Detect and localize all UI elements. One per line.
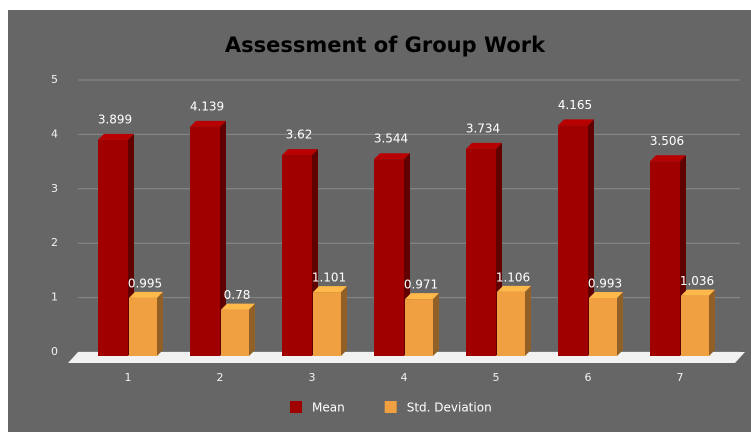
bar-front [221, 309, 249, 356]
bar [497, 285, 531, 356]
bar [190, 120, 226, 356]
bar-side [617, 291, 623, 356]
bar-front [190, 126, 220, 356]
bar-side [525, 285, 531, 356]
bar-side [709, 289, 715, 356]
bar-top [98, 133, 134, 140]
data-label: 1.101 [312, 271, 346, 285]
bar-top [650, 155, 686, 162]
bar-front [681, 295, 709, 356]
bar-top [221, 303, 255, 310]
bar [466, 142, 502, 356]
data-label: 3.62 [286, 128, 313, 142]
bar-front [589, 297, 617, 356]
bar-top [313, 286, 347, 293]
bar-top [190, 120, 226, 127]
data-label: 0.971 [404, 278, 438, 292]
bar [405, 293, 439, 356]
data-label: 0.78 [224, 288, 251, 302]
y-tick-label: 4 [51, 127, 58, 140]
bar-side [341, 286, 347, 356]
bar-front [129, 297, 157, 356]
bar-front [558, 125, 588, 356]
data-label: 3.544 [374, 132, 408, 146]
bar-top [129, 291, 163, 298]
bar-front [497, 291, 525, 356]
bar-side [433, 293, 439, 356]
bar [681, 289, 715, 356]
bar-top [405, 293, 439, 300]
bar-top [497, 285, 531, 292]
data-label: 4.139 [190, 99, 224, 113]
x-tick-label: 4 [401, 371, 408, 384]
bar-top [589, 291, 623, 298]
data-label: 3.899 [98, 112, 132, 126]
x-tick-label: 6 [585, 371, 592, 384]
bar-top [558, 119, 594, 126]
x-tick-label: 3 [309, 371, 316, 384]
x-tick-label: 1 [125, 371, 132, 384]
bar-front [374, 159, 404, 356]
bar-front [466, 148, 496, 356]
chart-title: Assessment of Group Work [225, 33, 546, 57]
x-tick-label: 7 [677, 371, 684, 384]
y-tick-label: 2 [51, 236, 58, 249]
legend-swatch [290, 401, 302, 413]
y-tick-label: 1 [51, 291, 58, 304]
bar-front [313, 292, 341, 356]
data-label: 4.165 [558, 98, 592, 112]
x-tick-label: 2 [217, 371, 224, 384]
y-tick-label: 5 [51, 73, 58, 86]
bar-top [681, 289, 715, 296]
legend-swatch [384, 401, 397, 413]
data-label: 1.036 [680, 274, 714, 288]
y-tick-label: 3 [51, 182, 58, 195]
data-label: 3.734 [466, 121, 500, 135]
bar-front [650, 161, 680, 356]
bar [129, 291, 163, 356]
data-label: 3.506 [650, 134, 684, 148]
data-label: 0.993 [588, 276, 622, 290]
data-label: 1.106 [496, 270, 530, 284]
legend-label: Mean [312, 401, 345, 415]
bar [221, 303, 255, 356]
bar [313, 286, 347, 356]
data-label: 0.995 [128, 276, 162, 290]
y-tick-label: 0 [51, 345, 58, 358]
bar-front [405, 299, 433, 356]
x-tick-label: 5 [493, 371, 500, 384]
bar-side [249, 303, 255, 356]
bar-front [282, 155, 312, 356]
bar-side [220, 120, 226, 356]
bar [374, 153, 410, 356]
bar [589, 291, 623, 356]
bar-top [374, 153, 410, 160]
bar-front [98, 139, 128, 356]
legend-label: Std. Deviation [407, 401, 492, 415]
bar [282, 149, 318, 356]
bar-top [282, 149, 318, 156]
bar [650, 155, 686, 356]
bar [558, 119, 594, 356]
bar-side [157, 291, 163, 356]
bar [98, 133, 134, 356]
bar-top [466, 142, 502, 149]
